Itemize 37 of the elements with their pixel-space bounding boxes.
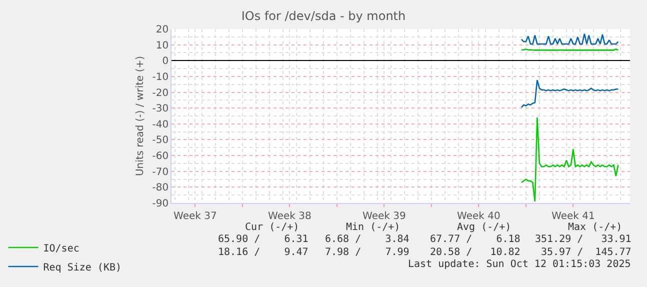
x-tick-label: Week 41 xyxy=(552,211,595,222)
legend-label: IO/sec xyxy=(43,243,80,254)
legend-label: Req Size (KB) xyxy=(43,262,122,274)
x-tick-label: Week 37 xyxy=(174,211,217,222)
y-tick-label: -70 xyxy=(152,166,169,178)
y-axis-title: Units read (-) / write (+) xyxy=(135,56,146,176)
text: 35.97 / 145.77 xyxy=(541,247,632,258)
y-tick-label: -30 xyxy=(152,104,169,115)
y-tick-label: -80 xyxy=(152,182,169,194)
line-series xyxy=(520,79,619,108)
y-tick-label: 20 xyxy=(156,24,169,36)
y-tick-label: 0 xyxy=(162,56,169,68)
text: Last update: Sun Oct 12 01:15:03 2025 xyxy=(408,259,631,270)
y-tick-label: -90 xyxy=(152,198,169,210)
x-tick-label: Week 40 xyxy=(457,211,500,222)
y-tick-label: -10 xyxy=(152,72,169,83)
text: 7.98 / 7.99 xyxy=(325,247,410,258)
text: Min (-/+) xyxy=(346,222,400,233)
x-tick-label: Week 38 xyxy=(268,211,312,222)
y-tick-label: -50 xyxy=(152,135,169,146)
y-tick-label: 10 xyxy=(156,40,169,52)
text: Max (-/+) xyxy=(568,222,622,233)
text: 65.90 / 6.31 xyxy=(218,234,308,245)
text: 6.68 / 3.84 xyxy=(325,234,410,245)
x-tick-label: Week 39 xyxy=(362,211,406,222)
y-tick-label: -60 xyxy=(152,151,169,162)
text: 20.58 / 10.82 xyxy=(430,247,520,258)
line-series xyxy=(520,116,619,202)
text: Cur (-/+) xyxy=(245,222,300,233)
text: 67.77 / 6.18 xyxy=(430,234,520,245)
text: 351.29 / 33.91 xyxy=(535,234,632,245)
chart-title: IOs for /dev/sda - by month xyxy=(241,9,406,24)
y-tick-label: -20 xyxy=(152,88,169,99)
text: Avg (-/+) xyxy=(457,222,512,233)
line-series xyxy=(520,33,619,45)
y-tick-label: -40 xyxy=(152,119,169,130)
text: 18.16 / 9.47 xyxy=(218,247,308,258)
